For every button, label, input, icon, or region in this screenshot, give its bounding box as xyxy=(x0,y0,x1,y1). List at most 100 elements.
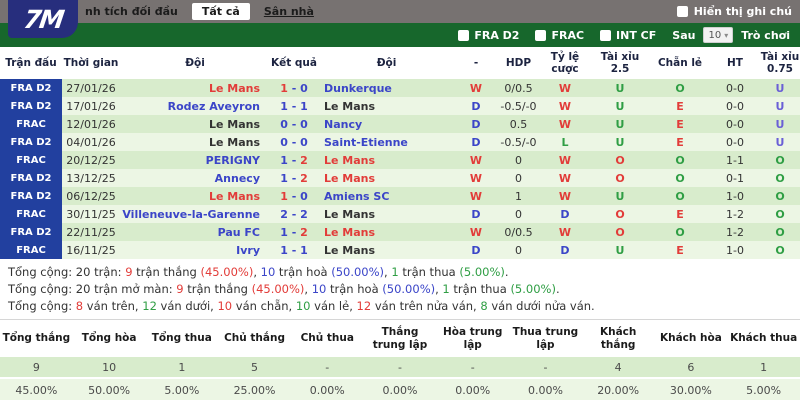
7m-logo[interactable]: 7M xyxy=(8,0,78,38)
tab-all[interactable]: Tất cả xyxy=(191,3,250,20)
summary-segment: 10 xyxy=(295,299,311,313)
home-score: 1 xyxy=(280,81,288,95)
league-filter-bar: FRA D2 FRAC INT CF Sau 10 ▾ Trò chơi xyxy=(0,23,800,47)
score-separator: - xyxy=(287,243,301,257)
stats-percent-7: 0.00% xyxy=(527,384,563,397)
match-date: 17/01/26 xyxy=(66,99,116,113)
league-badge: FRAC xyxy=(0,205,62,223)
home-team-name[interactable]: Pau FC xyxy=(217,225,260,239)
stats-percent-2: 5.00% xyxy=(164,384,200,397)
home-team-name[interactable]: Le Mans xyxy=(208,117,260,131)
stats-count-8: 4 xyxy=(614,360,622,374)
int-cf-checkbox[interactable] xyxy=(600,29,612,41)
summary-segment: , xyxy=(304,282,312,296)
games-label: Trò chơi xyxy=(741,28,790,42)
away-team-name[interactable]: Nancy xyxy=(324,117,363,131)
halftime-score: 0-0 xyxy=(726,117,744,131)
summary-section: Tổng cộng: 20 trận: 9 trận thắng (45.00%… xyxy=(0,259,800,319)
summary-segment: 10 xyxy=(311,282,327,296)
hdp-value: 0 xyxy=(515,171,522,185)
home-team-name[interactable]: Le Mans xyxy=(208,135,260,149)
match-table-body: FRA D2 27/01/26 Le Mans 1 - 0 Dunkerque W 0/0.… xyxy=(0,79,800,259)
odds-result: W xyxy=(558,153,572,167)
stats-percent-3: 25.00% xyxy=(233,384,276,397)
home-team-name[interactable]: Villeneuve-la-Garenne xyxy=(122,207,260,221)
summary-segment: (50.00%) xyxy=(382,282,436,296)
home-team-name[interactable]: Le Mans xyxy=(208,81,260,95)
away-team-name[interactable]: Amiens SC xyxy=(324,189,390,203)
odds-result: W xyxy=(558,171,572,185)
odd-even-result: O xyxy=(675,81,685,95)
summary-segment: trận hoà xyxy=(275,265,332,279)
frac-checkbox[interactable] xyxy=(535,29,547,41)
home-team-name[interactable]: Rodez Aveyron xyxy=(167,99,260,113)
over-under-25: O xyxy=(615,153,625,167)
hdp-value: 0 xyxy=(515,207,522,221)
summary-segment: . xyxy=(555,282,560,296)
away-team-name[interactable]: Le Mans xyxy=(324,99,376,113)
league-badge: FRA D2 xyxy=(0,223,62,241)
away-team-name[interactable]: Le Mans xyxy=(324,207,376,221)
stats-count-5: - xyxy=(398,360,402,374)
home-team-name[interactable]: Annecy xyxy=(214,171,260,185)
match-date: 06/12/25 xyxy=(66,189,116,203)
home-team-name[interactable]: Le Mans xyxy=(208,189,260,203)
summary-segment: 8 xyxy=(75,299,84,313)
summary-line-3: Tổng cộng: 8 ván trên, 12 ván dưới, 10 v… xyxy=(8,298,800,315)
summary-segment: trận thua xyxy=(449,282,511,296)
odd-even-result: E xyxy=(676,117,684,131)
tab-home-ground[interactable]: Sân nhà xyxy=(263,5,314,18)
match-score: 1 - 0 xyxy=(270,190,318,203)
halftime-score: 0-0 xyxy=(726,99,744,113)
home-team-name[interactable]: PERIGNY xyxy=(205,153,260,167)
away-team-name[interactable]: Le Mans xyxy=(324,243,376,257)
summary-segment: . xyxy=(504,265,509,279)
stats-header-10: Khách thua xyxy=(730,332,798,345)
score-separator: - xyxy=(287,171,301,185)
away-score: 1 xyxy=(300,99,308,113)
match-date: 13/12/25 xyxy=(66,171,116,185)
summary-segment: ván dưới, xyxy=(156,299,218,313)
tab-head-to-head[interactable]: nh tích đối đầu xyxy=(85,5,178,18)
away-score: 0 xyxy=(300,135,308,149)
odd-even-result: E xyxy=(676,99,684,113)
show-notes-checkbox[interactable] xyxy=(676,6,688,17)
summary-segment: trận thắng xyxy=(183,282,252,296)
over-under-075: O xyxy=(775,243,785,257)
away-team-name[interactable]: Le Mans xyxy=(324,153,376,167)
summary-segment: 1 xyxy=(391,265,399,279)
summary-segment: ván lẻ, xyxy=(310,299,357,313)
home-team-name[interactable]: Ivry xyxy=(236,243,260,257)
stats-header-row: Tổng thắng Tổng hòa Tổng thua Chủ thắng Chủ … xyxy=(0,319,800,357)
match-row: FRAC 12/01/26 Le Mans 0 - 0 Nancy D 0.5 W U E 0-0 U xyxy=(0,115,800,133)
hdp-value: -0.5/-0 xyxy=(500,99,537,113)
away-team-name[interactable]: Le Mans xyxy=(324,171,376,185)
stats-header-9: Khách hòa xyxy=(659,332,722,345)
match-row: FRA D2 04/01/26 Le Mans 0 - 0 Saint-Etienne D… xyxy=(0,133,800,151)
score-separator: - xyxy=(287,135,301,149)
away-team-name[interactable]: Le Mans xyxy=(324,225,376,239)
score-separator: - xyxy=(287,99,301,113)
over-under-25: U xyxy=(615,189,625,203)
stats-percent-8: 20.00% xyxy=(597,384,640,397)
stats-count-4: - xyxy=(325,360,330,374)
match-row: FRAC 16/11/25 Ivry 1 - 1 Le Mans D 0 D U E 1-0 O xyxy=(0,241,800,259)
away-team-name[interactable]: Dunkerque xyxy=(324,81,392,95)
fra-d2-label: FRA D2 xyxy=(474,28,520,42)
result-letter: D xyxy=(471,99,481,113)
odd-even-result: O xyxy=(675,153,685,167)
odds-result: W xyxy=(558,117,572,131)
home-score: 1 xyxy=(280,243,288,257)
halftime-score: 1-2 xyxy=(726,225,744,239)
odds-result: L xyxy=(561,135,569,149)
stats-count-10: 1 xyxy=(760,360,768,374)
halftime-score: 1-0 xyxy=(726,189,744,203)
match-count-select[interactable]: 10 ▾ xyxy=(703,27,734,43)
fra-d2-checkbox[interactable] xyxy=(458,29,470,41)
match-score: 1 - 2 xyxy=(270,226,318,239)
match-date: 20/12/25 xyxy=(66,153,116,167)
col-header-7: Tỷ lệ cược xyxy=(550,50,580,75)
away-team-name[interactable]: Saint-Etienne xyxy=(324,135,408,149)
over-under-075: U xyxy=(775,99,785,113)
over-under-075: U xyxy=(775,135,785,149)
